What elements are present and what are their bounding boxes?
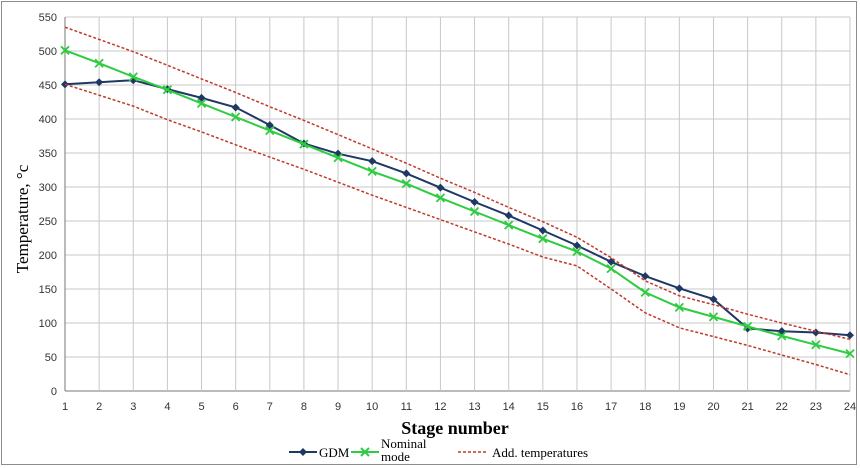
gdm-point	[368, 157, 377, 166]
gdm-point	[607, 257, 616, 266]
nominal-point	[401, 178, 411, 189]
x-tick-label: 24	[844, 401, 856, 413]
y-tick-label: 250	[39, 216, 57, 228]
nominal-point	[162, 85, 173, 95]
nominal-point	[742, 321, 753, 332]
legend-gdm-marker	[299, 448, 307, 456]
nominal-point	[538, 234, 548, 244]
nominal-point	[640, 287, 650, 298]
x-tick-labels: 1 2 3 4 5 6 7 8 9 10 11 12 13 14 15 16 17 18 19 20 21 22 23 24	[62, 401, 856, 413]
x-tick-label: 22	[776, 401, 788, 413]
legend-nominal-label: Nominal mode	[381, 436, 430, 464]
nominal-point	[128, 72, 138, 82]
y-tick-label: 150	[39, 284, 57, 296]
gdm-point	[504, 211, 513, 220]
x-tick-label: 1	[62, 401, 68, 413]
y-tick-label: 0	[51, 386, 57, 398]
x-tick-label: 19	[673, 401, 685, 413]
legend-gdm-label: GDM	[319, 445, 350, 460]
gdm-point	[265, 121, 274, 130]
nominal-point	[435, 193, 446, 203]
legend-nominal-marker	[360, 447, 370, 457]
gdm-point	[846, 331, 854, 340]
x-tick-label: 10	[366, 401, 378, 413]
y-tick-labels: 0 50 100 150 200 250 300 350 400 450 500 550	[39, 12, 57, 398]
y-tick-label: 400	[39, 114, 57, 126]
y-tick-label: 500	[39, 46, 57, 58]
series-line-0	[64, 79, 851, 337]
y-tick-label: 50	[45, 352, 57, 364]
x-tick-label: 3	[130, 401, 136, 413]
nominal-point	[60, 45, 70, 55]
legend-nominal-label-line1: Nominal	[381, 436, 427, 451]
x-tick-label: 14	[503, 401, 515, 413]
gdm-point	[95, 78, 104, 87]
y-tick-label: 350	[39, 148, 57, 160]
y-axis-title: Temperature, °c	[13, 164, 32, 273]
nominal-point	[777, 331, 787, 341]
x-axis-title: Stage number	[401, 418, 509, 438]
x-tick-label: 18	[639, 401, 651, 413]
legend-add-temps-label: Add. temperatures	[492, 445, 588, 460]
x-tick-label: 5	[198, 401, 204, 413]
nominal-point	[469, 206, 480, 217]
gdm-point	[436, 183, 445, 192]
y-tick-label: 100	[39, 318, 57, 330]
nominal-point	[504, 220, 514, 230]
gdm-point	[402, 169, 411, 178]
gdm-point	[572, 241, 581, 250]
y-tick-label: 300	[39, 182, 57, 194]
x-tick-label: 6	[233, 401, 239, 413]
nominal-point	[811, 340, 821, 350]
gdm-point	[470, 197, 479, 206]
x-tick-label: 23	[810, 401, 822, 413]
legend-nominal-label-line2: mode	[381, 449, 410, 464]
gdm-point	[709, 295, 718, 304]
x-tick-label: 12	[434, 401, 446, 413]
nominal-point	[367, 166, 377, 176]
x-tick-label: 21	[741, 401, 753, 413]
y-tick-label: 550	[39, 12, 57, 24]
series-layer	[60, 26, 855, 376]
gdm-point	[675, 284, 684, 293]
nominal-point	[845, 348, 855, 359]
nominal-point	[674, 302, 684, 312]
series-line-1	[64, 49, 851, 355]
series-line-3	[64, 83, 851, 376]
gdm-point	[231, 103, 240, 112]
x-tick-label: 7	[267, 401, 273, 413]
x-tick-label: 2	[96, 401, 102, 413]
y-tick-label: 450	[39, 80, 57, 92]
y-tick-label: 200	[39, 250, 57, 262]
nominal-point	[94, 58, 104, 68]
nominal-point	[333, 153, 343, 163]
nominal-point	[231, 112, 241, 122]
series-line-2	[64, 26, 851, 341]
gdm-point	[197, 93, 206, 102]
x-tick-label: 20	[707, 401, 719, 413]
x-tick-label: 9	[335, 401, 341, 413]
x-tick-label: 15	[537, 401, 549, 413]
gdm-point	[641, 272, 650, 281]
x-tick-label: 13	[468, 401, 480, 413]
nominal-point	[572, 246, 582, 257]
gdm-point	[538, 226, 547, 235]
nominal-point	[265, 125, 275, 136]
nominal-point	[708, 312, 719, 322]
x-tick-label: 11	[401, 401, 412, 413]
x-tick-label: 16	[571, 401, 583, 413]
x-tick-label: 4	[164, 401, 170, 413]
nominal-point	[299, 139, 309, 149]
nominal-point	[196, 98, 207, 108]
nominal-point	[606, 263, 616, 274]
x-tick-label: 8	[301, 401, 307, 413]
legend: GDM Nominal mode Add. temperatures	[289, 436, 588, 464]
x-tick-label: 17	[605, 401, 617, 413]
